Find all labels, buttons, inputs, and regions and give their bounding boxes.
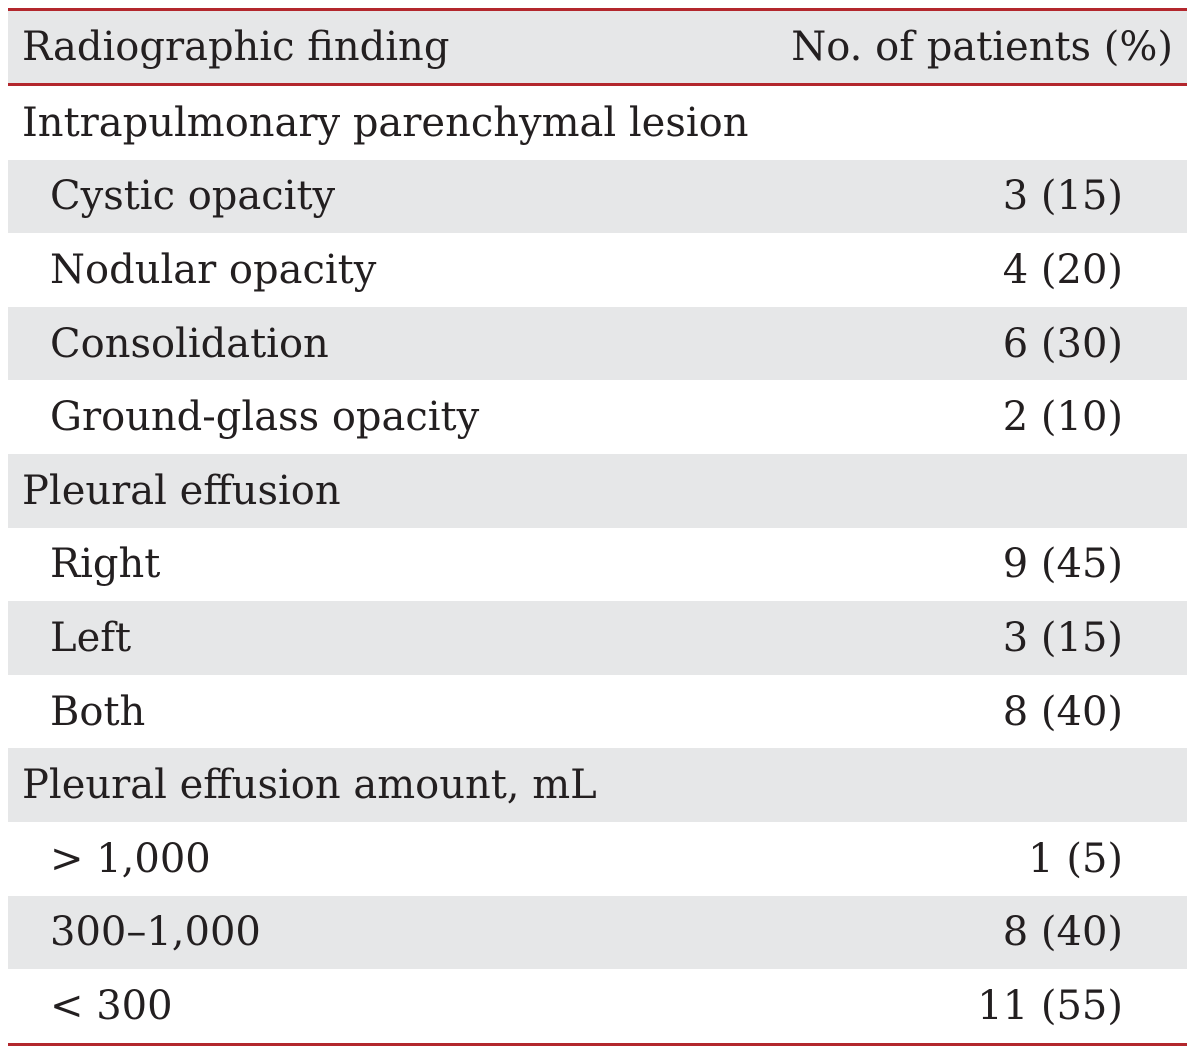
- row-value: 9 (45): [1002, 541, 1123, 588]
- row-label: < 300: [50, 982, 173, 1029]
- table-row: Right 9 (45): [8, 528, 1187, 602]
- bottom-rule: [8, 1042, 1187, 1046]
- table-row: Cystic opacity 3 (15): [8, 159, 1187, 234]
- table-row: Left 3 (15): [8, 601, 1187, 675]
- table-row: Nodular opacity 4 (20): [8, 233, 1187, 307]
- header-no-of-patients: No. of patients (%): [791, 24, 1173, 70]
- row-value: 3 (15): [1002, 614, 1123, 661]
- row-label: Pleural effusion amount, mL: [22, 762, 597, 809]
- row-value: 8 (40): [1002, 688, 1123, 735]
- row-label: 300–1,000: [50, 909, 261, 956]
- header-radiographic-finding: Radiographic finding: [22, 24, 450, 70]
- row-label: Left: [50, 614, 132, 661]
- table-row: Both 8 (40): [8, 675, 1187, 749]
- table-row: < 300 11 (55): [8, 969, 1187, 1043]
- top-rule: [8, 8, 1187, 11]
- table-row: Intrapulmonary parenchymal lesion: [8, 86, 1187, 160]
- row-label: Ground-glass opacity: [50, 394, 480, 441]
- row-label: Cystic opacity: [50, 173, 336, 220]
- table-row: Pleural effusion amount, mL: [8, 748, 1187, 822]
- row-value: 6 (30): [1002, 320, 1123, 367]
- table-row: Ground-glass opacity 2 (10): [8, 380, 1187, 454]
- row-label: Both: [50, 688, 146, 735]
- table-row: 300–1,000 8 (40): [8, 895, 1187, 970]
- row-label: Consolidation: [50, 320, 329, 367]
- table-row: > 1,000 1 (5): [8, 822, 1187, 896]
- table-header-row: Radiographic finding No. of patients (%): [8, 11, 1187, 83]
- row-label: > 1,000: [50, 835, 211, 882]
- row-label: Pleural effusion: [22, 467, 341, 514]
- row-value: 11 (55): [977, 982, 1123, 1029]
- row-value: 2 (10): [1002, 394, 1123, 441]
- row-value: 3 (15): [1002, 173, 1123, 220]
- table-body: Intrapulmonary parenchymal lesion Cystic…: [8, 86, 1187, 1043]
- row-label: Intrapulmonary parenchymal lesion: [22, 99, 749, 146]
- row-label: Nodular opacity: [50, 246, 377, 293]
- row-value: 4 (20): [1002, 246, 1123, 293]
- radiographic-findings-table: Radiographic finding No. of patients (%)…: [8, 8, 1187, 1046]
- row-value: 8 (40): [1002, 909, 1123, 956]
- table-row: Consolidation 6 (30): [8, 306, 1187, 381]
- table-row: Pleural effusion: [8, 453, 1187, 528]
- header-rule: [8, 83, 1187, 86]
- row-value: 1 (5): [1028, 835, 1123, 882]
- row-label: Right: [50, 541, 161, 588]
